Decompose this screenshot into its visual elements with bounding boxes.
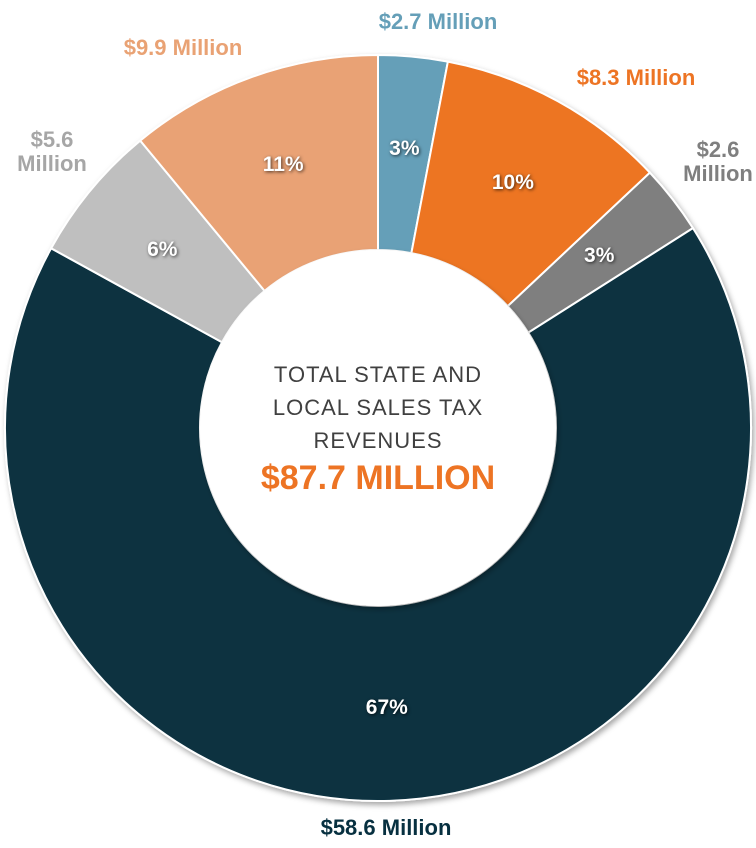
percent-label: 3% (389, 137, 420, 161)
amount-label: $58.6 Million (320, 815, 452, 840)
center-hole (200, 250, 556, 606)
center: TOTAL STATE AND LOCAL SALES TAX REVENUES… (248, 358, 508, 498)
ring (4, 53, 752, 802)
amount-label: $8.3 Million (576, 65, 696, 90)
amount-label: $2.6 Million (683, 137, 753, 186)
amount-label: $2.7 Million (378, 9, 498, 34)
percent-label: 10% (491, 170, 534, 194)
center-value: $87.7 MILLION (260, 459, 496, 497)
percent-label: 3% (584, 244, 615, 268)
amount-label: $5.6 Million (17, 127, 87, 176)
percent-label: 6% (147, 237, 178, 261)
amount-label: $9.9 Million (123, 35, 243, 60)
center-label: TOTAL STATE AND LOCAL SALES TAX REVENUES (272, 362, 484, 453)
percent-label: 67% (365, 695, 408, 719)
percent-label: 11% (262, 152, 304, 176)
